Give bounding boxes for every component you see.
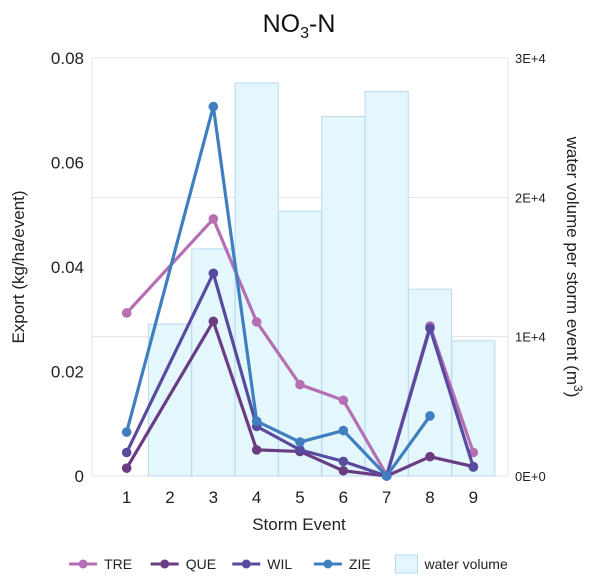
legend-label: TRE [104,556,132,572]
legend-item-zie: ZIE [313,556,371,572]
legend-label: QUE [186,556,216,572]
legend-item-wil: WIL [232,556,292,572]
data-point [208,268,219,279]
y-tick-label: 0 [75,467,84,486]
legend-item-tre: TRE [69,556,132,572]
y-axis-label: Export (kg/ha/event) [9,190,28,343]
x-tick-label: 2 [165,488,174,507]
series-zie [121,101,435,481]
y2-tick-label: 2E+4 [515,190,546,205]
data-point [295,379,305,390]
x-tick-label: 4 [252,488,261,507]
data-point [338,425,349,436]
data-point [208,101,219,112]
y-tick-label: 0.06 [51,154,84,173]
legend-label: WIL [267,556,292,572]
y-tick-label: 0.02 [51,363,84,382]
data-point [208,316,219,327]
x-tick-label: 5 [295,488,304,507]
chart-title: NO3-N [263,10,336,42]
data-point [295,445,305,455]
series-line [125,319,475,478]
x-tick-label: 1 [122,488,131,507]
y2-axis-label: water volume per storm event (m3) [563,136,585,398]
water-volume-bar [147,323,193,477]
data-point [425,451,435,462]
x-tick-label: 9 [469,488,478,507]
data-point [338,395,349,406]
water-volume-bar [364,90,409,477]
data-point [121,463,132,473]
data-point [425,323,435,333]
data-point [121,427,132,437]
series-line [125,271,475,478]
y2-tick-label: 3E+4 [515,51,546,66]
data-point [208,214,219,224]
data-point [121,447,132,458]
y2-tick-label: 1E+4 [515,330,546,345]
legend-marker [160,559,170,569]
legend-label: water volume [424,556,508,572]
legend-marker [78,559,88,569]
data-point [295,437,305,447]
x-tick-label: 3 [209,488,218,507]
x-tick-label: 7 [382,488,391,507]
data-point [425,411,435,421]
data-point [121,308,132,318]
legend-marker [323,559,333,569]
water-volume-bar [277,210,323,477]
legend-swatch [395,554,418,574]
y2-axis-ticks: 0E+0 1E+4 2E+4 3E+4 [515,51,546,484]
series-lines [121,101,479,481]
data-point [251,317,262,327]
legend-item-que: QUE [150,556,216,572]
x-tick-label: 8 [425,488,434,507]
legend-marker [241,559,251,569]
data-point [251,445,262,455]
water-volume-bar [321,116,366,477]
legend-label: ZIE [349,556,371,572]
water-volume-bars [147,82,496,477]
x-axis-ticks: 1 2 3 4 5 6 7 8 9 [122,488,478,507]
legend: TRE QUE WIL ZIE water volume [69,554,508,574]
x-axis-label: Storm Event [252,515,346,534]
data-point [381,471,392,481]
legend-item-water-volume: water volume [395,554,508,574]
y-axis-ticks: 0 0.02 0.04 0.06 0.08 [51,49,84,486]
y-tick-label: 0.08 [51,49,84,68]
x-tick-label: 6 [339,488,348,507]
y2-tick-label: 0E+0 [515,469,546,484]
data-point [338,456,349,467]
y-tick-label: 0.04 [51,258,84,277]
data-point [338,465,349,476]
data-point [251,416,262,426]
data-point [468,462,479,472]
